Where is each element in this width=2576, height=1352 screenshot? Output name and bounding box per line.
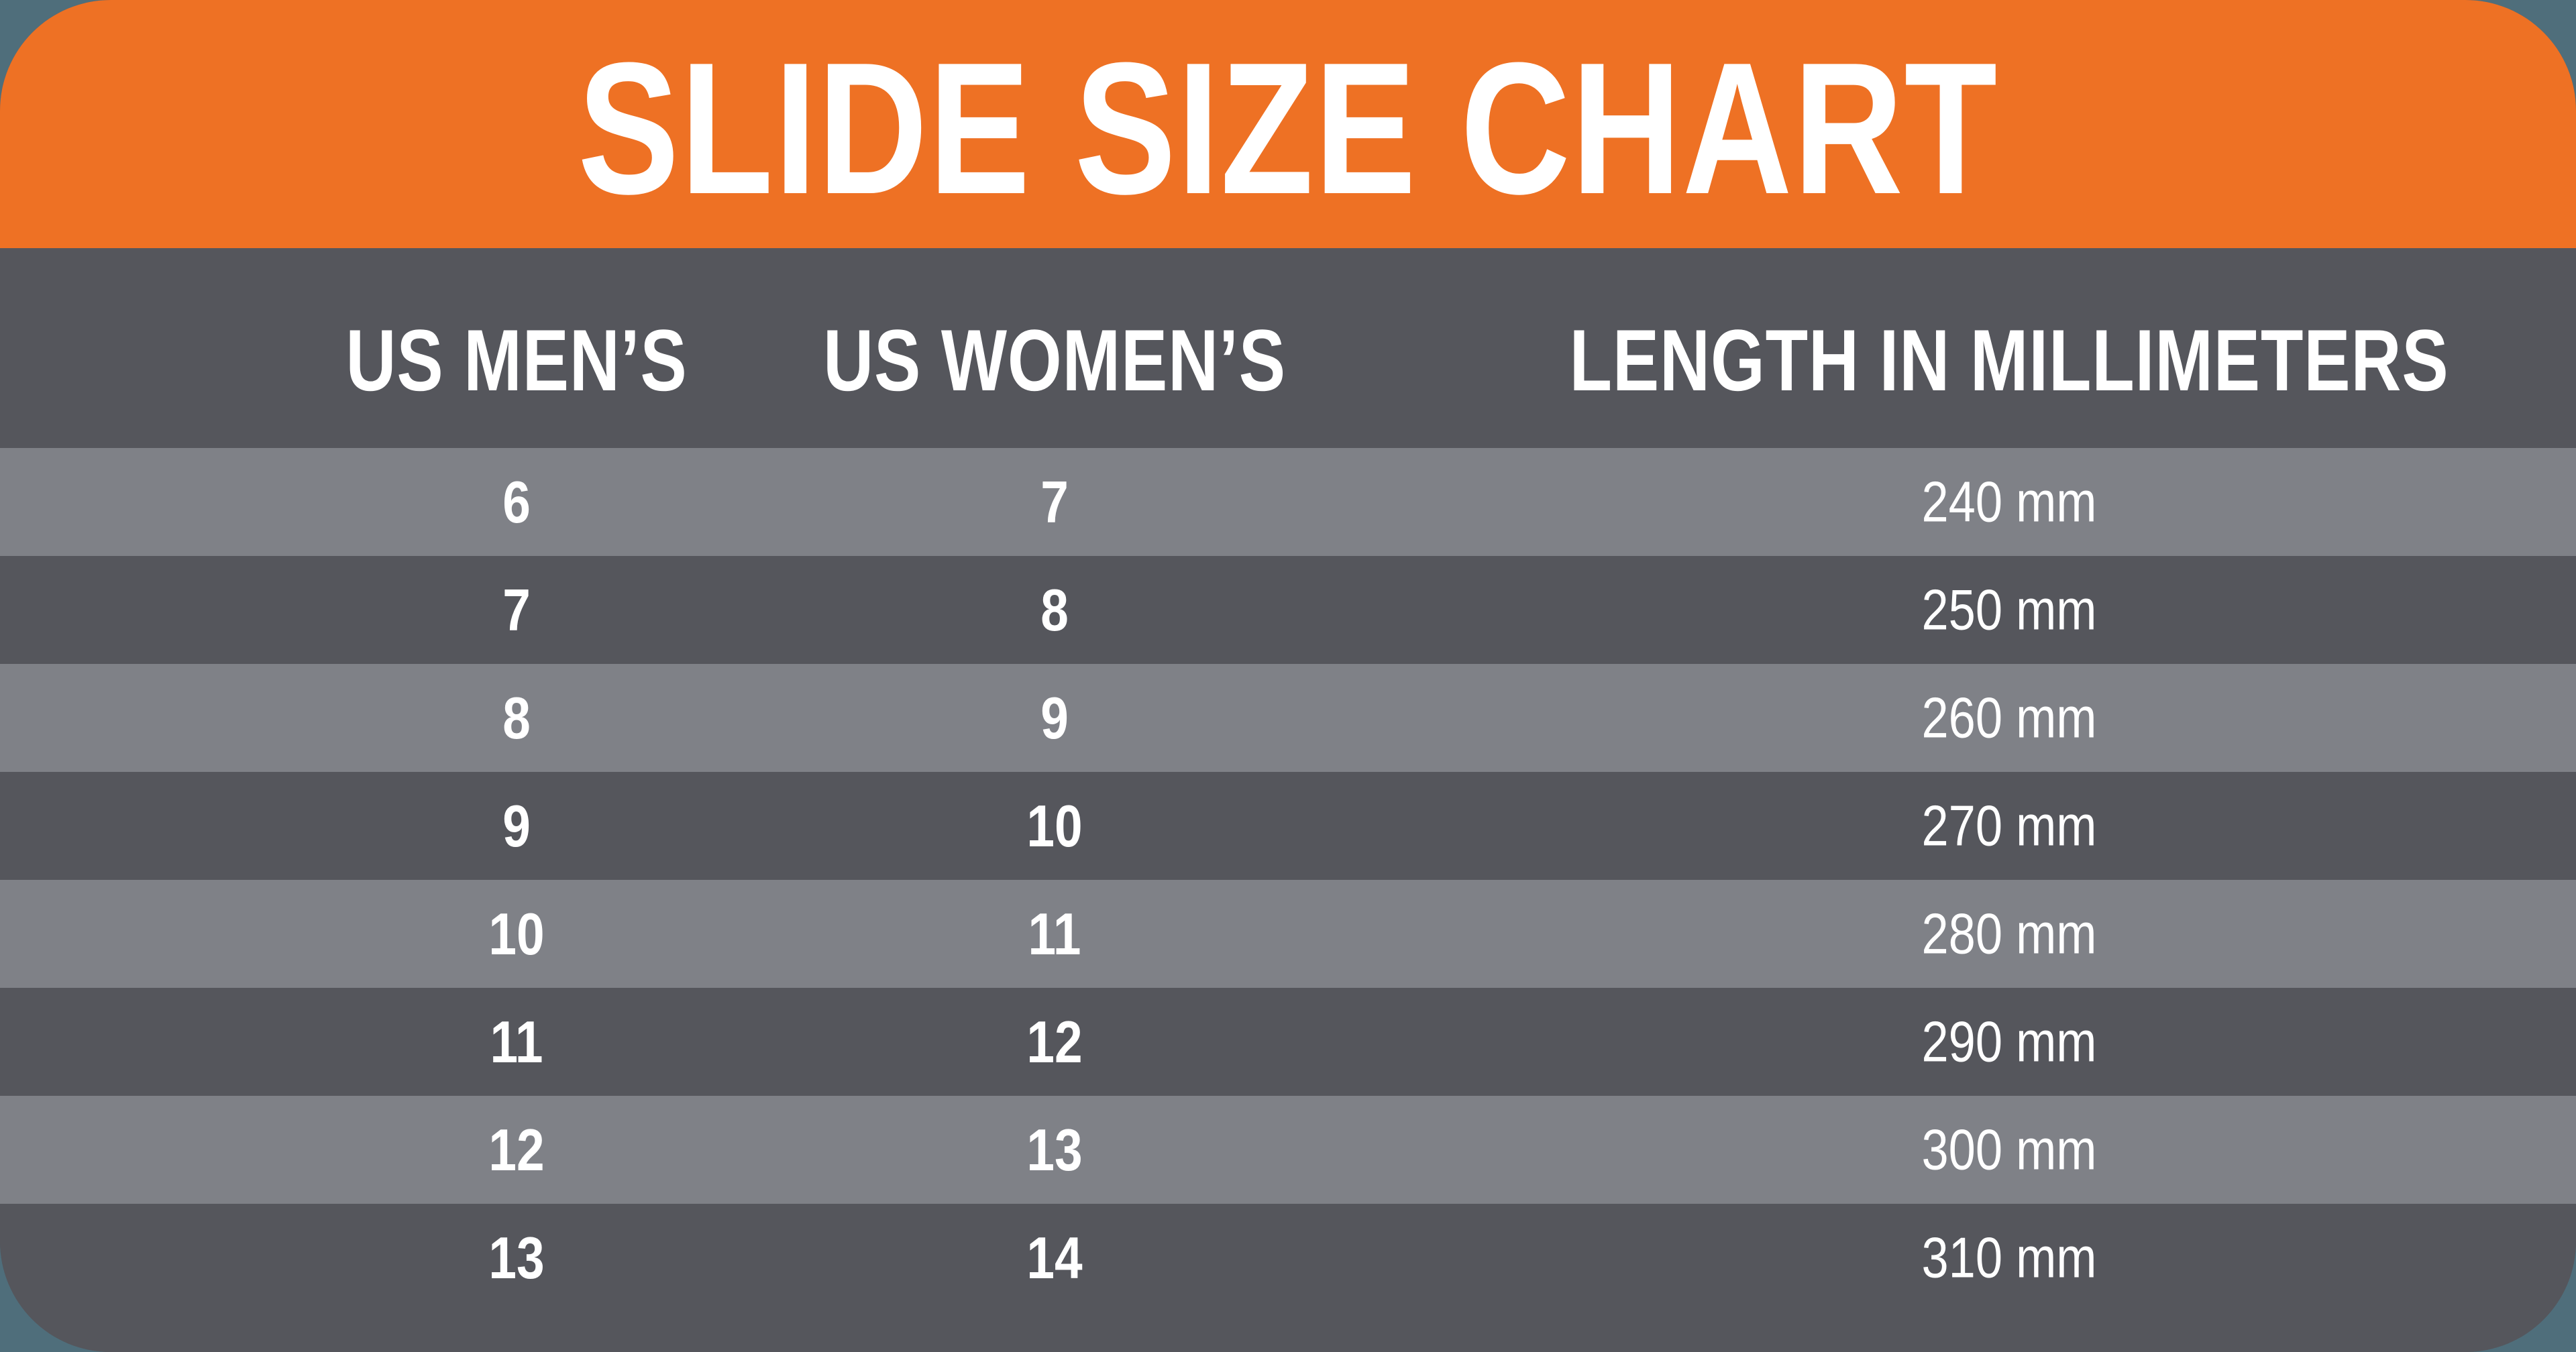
cell-us-mens: 6 bbox=[502, 468, 531, 535]
cell-us-womens: 9 bbox=[1040, 684, 1069, 751]
cell-us-mens: 12 bbox=[488, 1116, 545, 1183]
table-row: 7 8 250 mm bbox=[0, 556, 2576, 664]
cell-length-mm: 310 mm bbox=[1921, 1226, 2097, 1290]
table-row: 12 13 300 mm bbox=[0, 1096, 2576, 1204]
cell-us-womens: 13 bbox=[1026, 1116, 1083, 1183]
cell-us-womens: 12 bbox=[1026, 1008, 1083, 1075]
cell-us-womens: 8 bbox=[1040, 576, 1069, 643]
table-row: 11 12 290 mm bbox=[0, 988, 2576, 1096]
cell-us-womens: 10 bbox=[1026, 792, 1083, 859]
table-header-row: US MEN’S US WOMEN’S LENGTH IN MILLIMETER… bbox=[0, 248, 2576, 448]
table-row: 10 11 280 mm bbox=[0, 880, 2576, 988]
title-band: SLIDE SIZE CHART bbox=[0, 0, 2576, 248]
cell-length-mm: 250 mm bbox=[1921, 578, 2097, 642]
cell-length-mm: 260 mm bbox=[1921, 686, 2097, 750]
column-header-us-womens: US WOMEN’S bbox=[823, 311, 1286, 409]
cell-length-mm: 240 mm bbox=[1921, 470, 2097, 534]
table-row: 13 14 310 mm bbox=[0, 1204, 2576, 1312]
cell-us-mens: 9 bbox=[502, 792, 531, 859]
table-row: 9 10 270 mm bbox=[0, 772, 2576, 880]
column-header-length-mm: LENGTH IN MILLIMETERS bbox=[1569, 311, 2449, 409]
cell-us-mens: 11 bbox=[490, 1008, 543, 1075]
cell-us-womens: 14 bbox=[1026, 1224, 1083, 1291]
cell-us-mens: 10 bbox=[488, 900, 545, 967]
cell-us-mens: 8 bbox=[502, 684, 531, 751]
cell-length-mm: 290 mm bbox=[1921, 1010, 2097, 1074]
cell-length-mm: 280 mm bbox=[1921, 902, 2097, 966]
table-row: 6 7 240 mm bbox=[0, 448, 2576, 556]
cell-length-mm: 300 mm bbox=[1921, 1118, 2097, 1182]
cell-us-mens: 13 bbox=[488, 1224, 545, 1291]
cell-length-mm: 270 mm bbox=[1921, 794, 2097, 858]
cell-us-womens: 7 bbox=[1040, 468, 1069, 535]
cell-us-mens: 7 bbox=[502, 576, 531, 643]
cell-us-womens: 11 bbox=[1028, 900, 1081, 967]
table-footer-spacer bbox=[0, 1312, 2576, 1352]
table-row: 8 9 260 mm bbox=[0, 664, 2576, 772]
column-header-us-mens: US MEN’S bbox=[345, 311, 688, 409]
chart-title: SLIDE SIZE CHART bbox=[578, 24, 1998, 234]
